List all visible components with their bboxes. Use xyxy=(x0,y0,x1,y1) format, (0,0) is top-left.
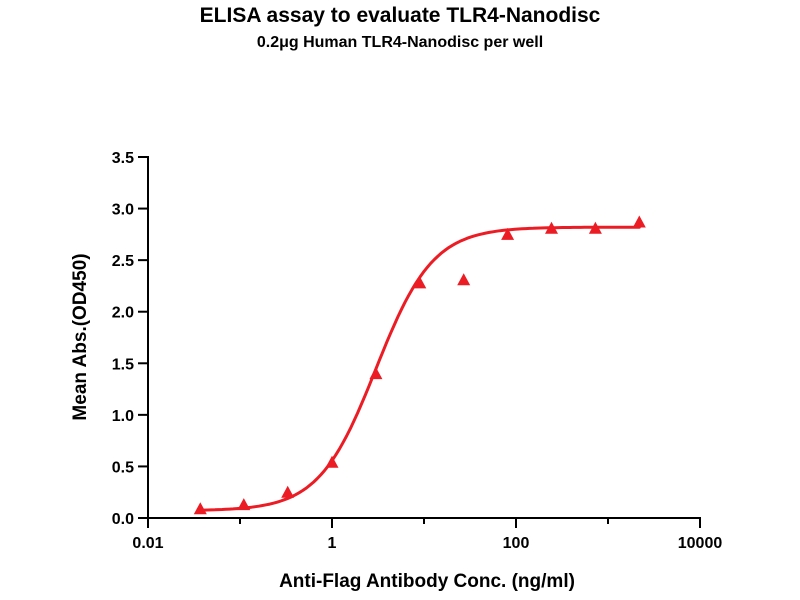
x-axis-title: Anti-Flag Antibody Conc. (ng/ml) xyxy=(279,571,575,592)
y-tick-label: 0.5 xyxy=(112,459,134,476)
x-tick-label: 1 xyxy=(328,535,337,552)
x-tick-label: 100 xyxy=(503,535,530,552)
y-tick-label: 2.5 xyxy=(112,253,134,270)
data-point xyxy=(237,498,251,511)
y-axis-title: Mean Abs.(OD450) xyxy=(70,253,91,420)
data-point xyxy=(457,273,471,286)
y-tick-label: 3.5 xyxy=(112,150,134,167)
chart-title: ELISA assay to evaluate TLR4-Nanodisc xyxy=(200,4,601,27)
data-point xyxy=(369,367,383,380)
y-tick-label: 2.0 xyxy=(112,305,134,322)
x-tick-label: 10000 xyxy=(678,535,723,552)
data-point xyxy=(588,221,602,234)
y-tick-label: 1.0 xyxy=(112,408,134,425)
data-point xyxy=(325,455,339,468)
chart-subtitle: 0.2μg Human TLR4-Nanodisc per well xyxy=(257,34,543,51)
data-point xyxy=(193,502,207,515)
y-tick-label: 3.0 xyxy=(112,202,134,219)
plot-area: 0.01 1 100 10000 0.0 0.5 1.0 1.5 2.0 2.5 3.0 3.5 xyxy=(112,150,723,552)
x-tick-label: 0.01 xyxy=(132,535,163,552)
y-tick-label: 1.5 xyxy=(112,356,134,373)
y-tick-label: 0.0 xyxy=(112,511,134,528)
data-point xyxy=(632,215,646,228)
data-point xyxy=(501,227,515,240)
data-point xyxy=(413,276,427,289)
data-point xyxy=(545,221,558,234)
axes-frame xyxy=(147,156,701,519)
fit-curve xyxy=(198,225,641,512)
data-point xyxy=(281,485,295,498)
